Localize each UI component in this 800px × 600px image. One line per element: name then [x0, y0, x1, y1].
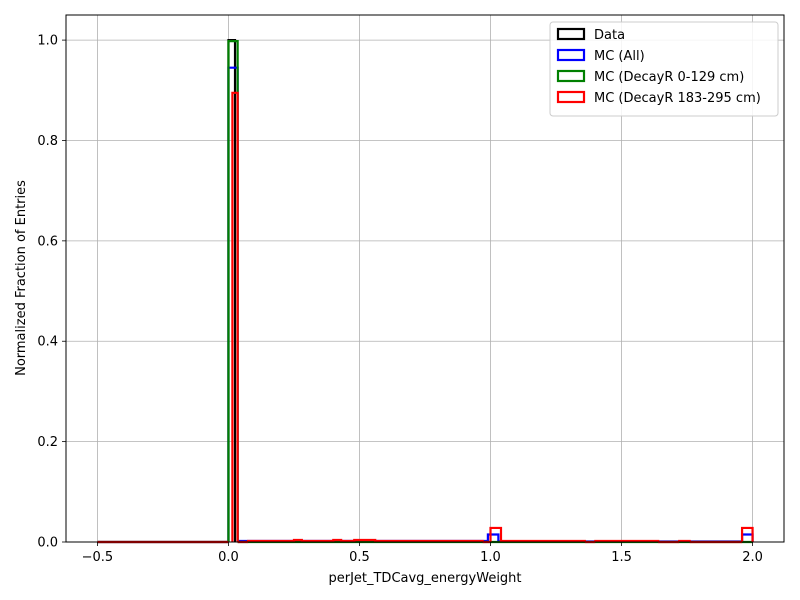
histogram-bar — [678, 539, 691, 543]
x-axis-label: perJet_TDCavg_energyWeight — [328, 571, 521, 586]
y-tick-label: 0.4 — [37, 335, 58, 350]
histogram-bar — [231, 91, 239, 542]
x-tick-label: 0.5 — [349, 550, 370, 565]
x-tick-label: 1.5 — [611, 550, 632, 565]
plot-frame — [65, 14, 785, 543]
y-axis-label: Normalized Fraction of Entries — [14, 180, 29, 376]
legend-label: MC (DecayR 0-129 cm) — [594, 70, 744, 85]
x-axis: −0.5 0.0 0.5 1.0 1.5 2.0 — [82, 542, 763, 565]
y-axis: 0.0 0.2 0.4 0.6 0.8 1.0 — [37, 34, 66, 551]
histogram-bar — [740, 526, 754, 542]
legend-label: MC (All) — [594, 49, 645, 64]
legend: Data MC (All) MC (DecayR 0-129 cm) MC (Deca… — [549, 21, 779, 117]
x-tick-label: −0.5 — [82, 550, 114, 565]
y-tick-label: 1.0 — [37, 34, 58, 49]
y-tick-label: 0.6 — [37, 234, 58, 249]
legend-swatch — [556, 48, 586, 62]
y-tick-label: 0.0 — [37, 536, 58, 551]
x-tick-label: 2.0 — [742, 550, 763, 565]
legend-label: MC (DecayR 183-295 cm) — [594, 91, 761, 106]
y-tick-label: 0.8 — [37, 134, 58, 149]
y-tick-label: 0.2 — [37, 435, 58, 450]
histogram-bar — [489, 526, 503, 542]
x-tick-label: 1.0 — [480, 550, 501, 565]
x-tick-label: 0.0 — [218, 550, 239, 565]
legend-swatch — [556, 27, 586, 41]
legend-label: Data — [594, 28, 625, 43]
histogram-bar — [486, 533, 500, 542]
legend-swatch — [556, 90, 586, 104]
legend-box — [549, 21, 779, 117]
legend-swatch — [556, 69, 586, 83]
